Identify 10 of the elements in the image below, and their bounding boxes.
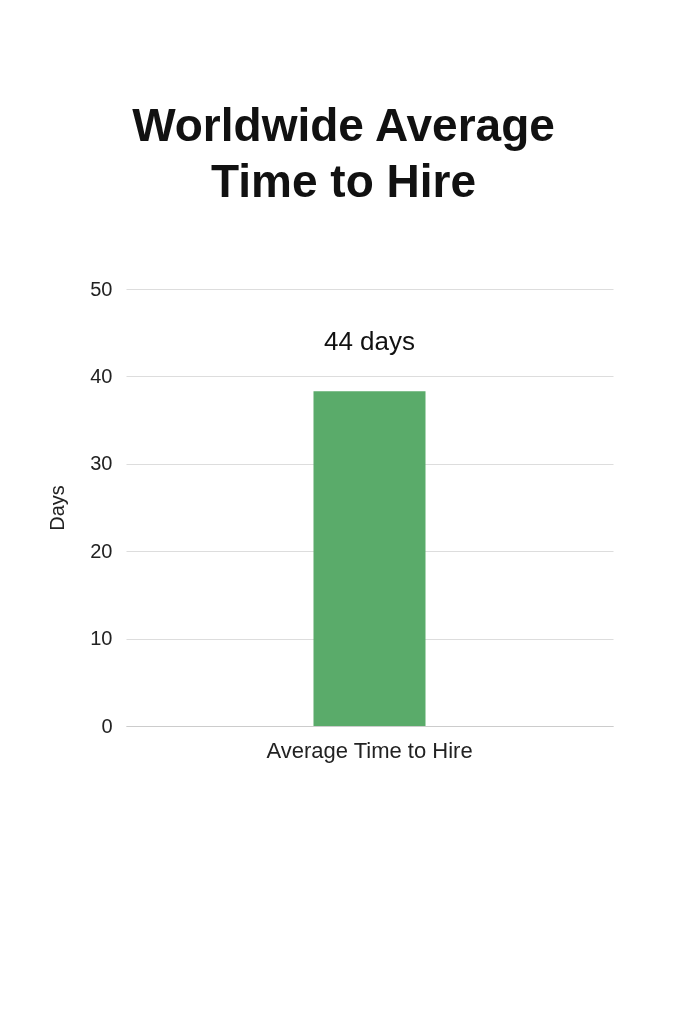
y-tick-label: 50 [90,277,113,300]
chart-title: Worldwide Average Time to Hire [132,99,555,207]
y-tick-label: 40 [90,364,113,387]
y-tick-label: 30 [90,452,113,475]
y-tick-label: 0 [101,714,113,737]
y-axis-title: Days [46,485,69,531]
y-tick-label: 20 [90,539,113,562]
x-tick-label: Average Time to Hire [266,737,473,763]
y-tick-label: 10 [90,627,113,650]
annotation: 44 days [323,326,416,357]
